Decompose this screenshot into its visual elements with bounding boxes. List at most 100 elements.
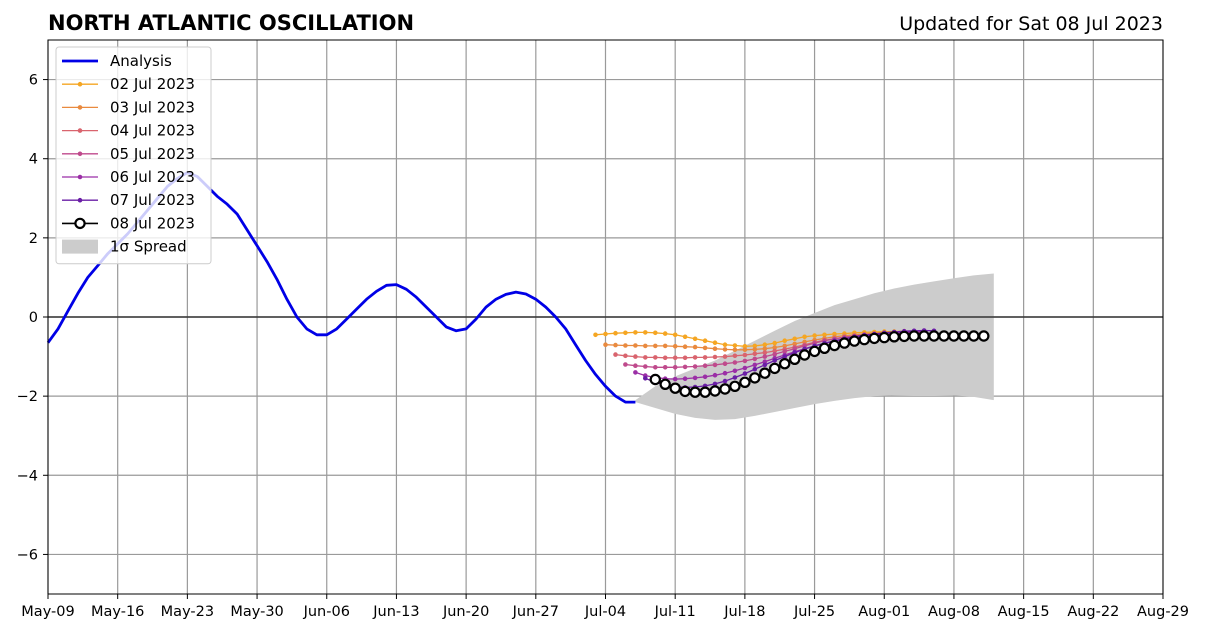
legend-marker [77,174,83,180]
series-point [712,354,718,360]
series-point [858,333,871,346]
series-point [623,353,628,359]
series-point [848,335,861,347]
series-point [812,333,817,338]
series-point [642,343,648,349]
series-point [722,361,728,367]
series-point [802,334,807,340]
series-point [682,344,688,350]
series-point [762,354,768,359]
series-point [729,380,741,392]
series-point [732,343,738,348]
legend-label: 07 Jul 2023 [110,191,195,209]
series-point [742,371,748,376]
series-point [623,362,628,367]
series-point [752,366,758,372]
series-point [672,343,678,349]
series-point [808,345,821,358]
series-point [722,342,728,348]
series-point [633,343,638,348]
series-point [672,355,678,361]
series-point [828,339,841,352]
legend-swatch [62,239,98,254]
series-point [702,355,708,360]
legend-label: 08 Jul 2023 [110,214,195,232]
series-point [702,374,708,380]
series-point [782,354,787,359]
legend-marker [77,128,83,133]
series-point [633,370,638,375]
series-point [692,344,698,350]
series-point [682,355,688,361]
series-point [898,330,910,343]
y-tick-label: −4 [17,468,38,484]
series-point [769,362,781,375]
series-point [772,358,777,363]
legend-label: 05 Jul 2023 [110,145,195,163]
series-point [968,330,980,342]
series-point [732,360,738,365]
series-point [669,382,681,394]
series-point [719,383,731,395]
x-tick-label: Aug-29 [1137,604,1189,620]
series-point [613,352,618,357]
series-point [742,365,748,371]
x-tick-label: Aug-01 [858,604,910,620]
series-point [603,342,608,348]
series-point [613,330,618,336]
series-point [742,358,748,364]
legend-label: 04 Jul 2023 [110,122,195,140]
series-point [732,375,738,380]
y-tick-label: −2 [17,389,38,405]
legend-marker [77,151,83,157]
series-point [652,364,658,370]
x-tick-label: May-23 [161,604,214,620]
chart-title: NORTH ATLANTIC OSCILLATION [48,11,414,35]
series-point [709,385,721,397]
series-point [838,337,851,349]
series-point [732,368,738,374]
series-point [623,343,628,348]
series-point [978,330,990,342]
x-tick-label: Aug-22 [1067,604,1119,620]
series-point [633,330,638,335]
series-point [692,336,698,342]
series-point [789,353,801,365]
legend-marker [77,197,83,203]
series-point [699,386,711,398]
series-point [682,376,688,382]
series-point [642,330,648,335]
series-point [918,330,930,342]
y-tick-label: 0 [29,310,38,326]
series-point [792,336,797,342]
series-point [662,355,668,361]
series-point [613,342,618,348]
series-point [712,372,718,378]
series-point [878,331,891,344]
series-point [642,355,648,360]
legend-box [55,46,212,265]
legend-label: 03 Jul 2023 [110,98,195,116]
axis-ticks: May-09 May-16 May-23 May-30 Jun-06 Jun-13 Jun-… [17,73,1189,620]
series-point [722,370,728,376]
x-tick-label: Jul-04 [584,604,626,620]
series-point [722,347,728,352]
series-point [642,364,648,369]
series-point [759,367,771,379]
series-point [603,331,608,337]
legend-label: 06 Jul 2023 [110,168,195,186]
series-point [652,355,658,360]
series-point [762,342,768,348]
series-point [739,376,751,388]
series-point [762,362,768,368]
series-point [762,350,768,355]
legend: Analysis 02 Jul 2023 03 Jul 2023 04 Jul 202… [55,46,212,265]
legend-label: 02 Jul 2023 [110,75,195,93]
series-point [958,330,970,342]
x-tick-label: May-16 [91,604,144,620]
series-point [868,332,881,345]
legend-marker [77,81,83,87]
series-point [623,330,628,336]
series-point [702,345,708,351]
series-point [712,346,718,352]
